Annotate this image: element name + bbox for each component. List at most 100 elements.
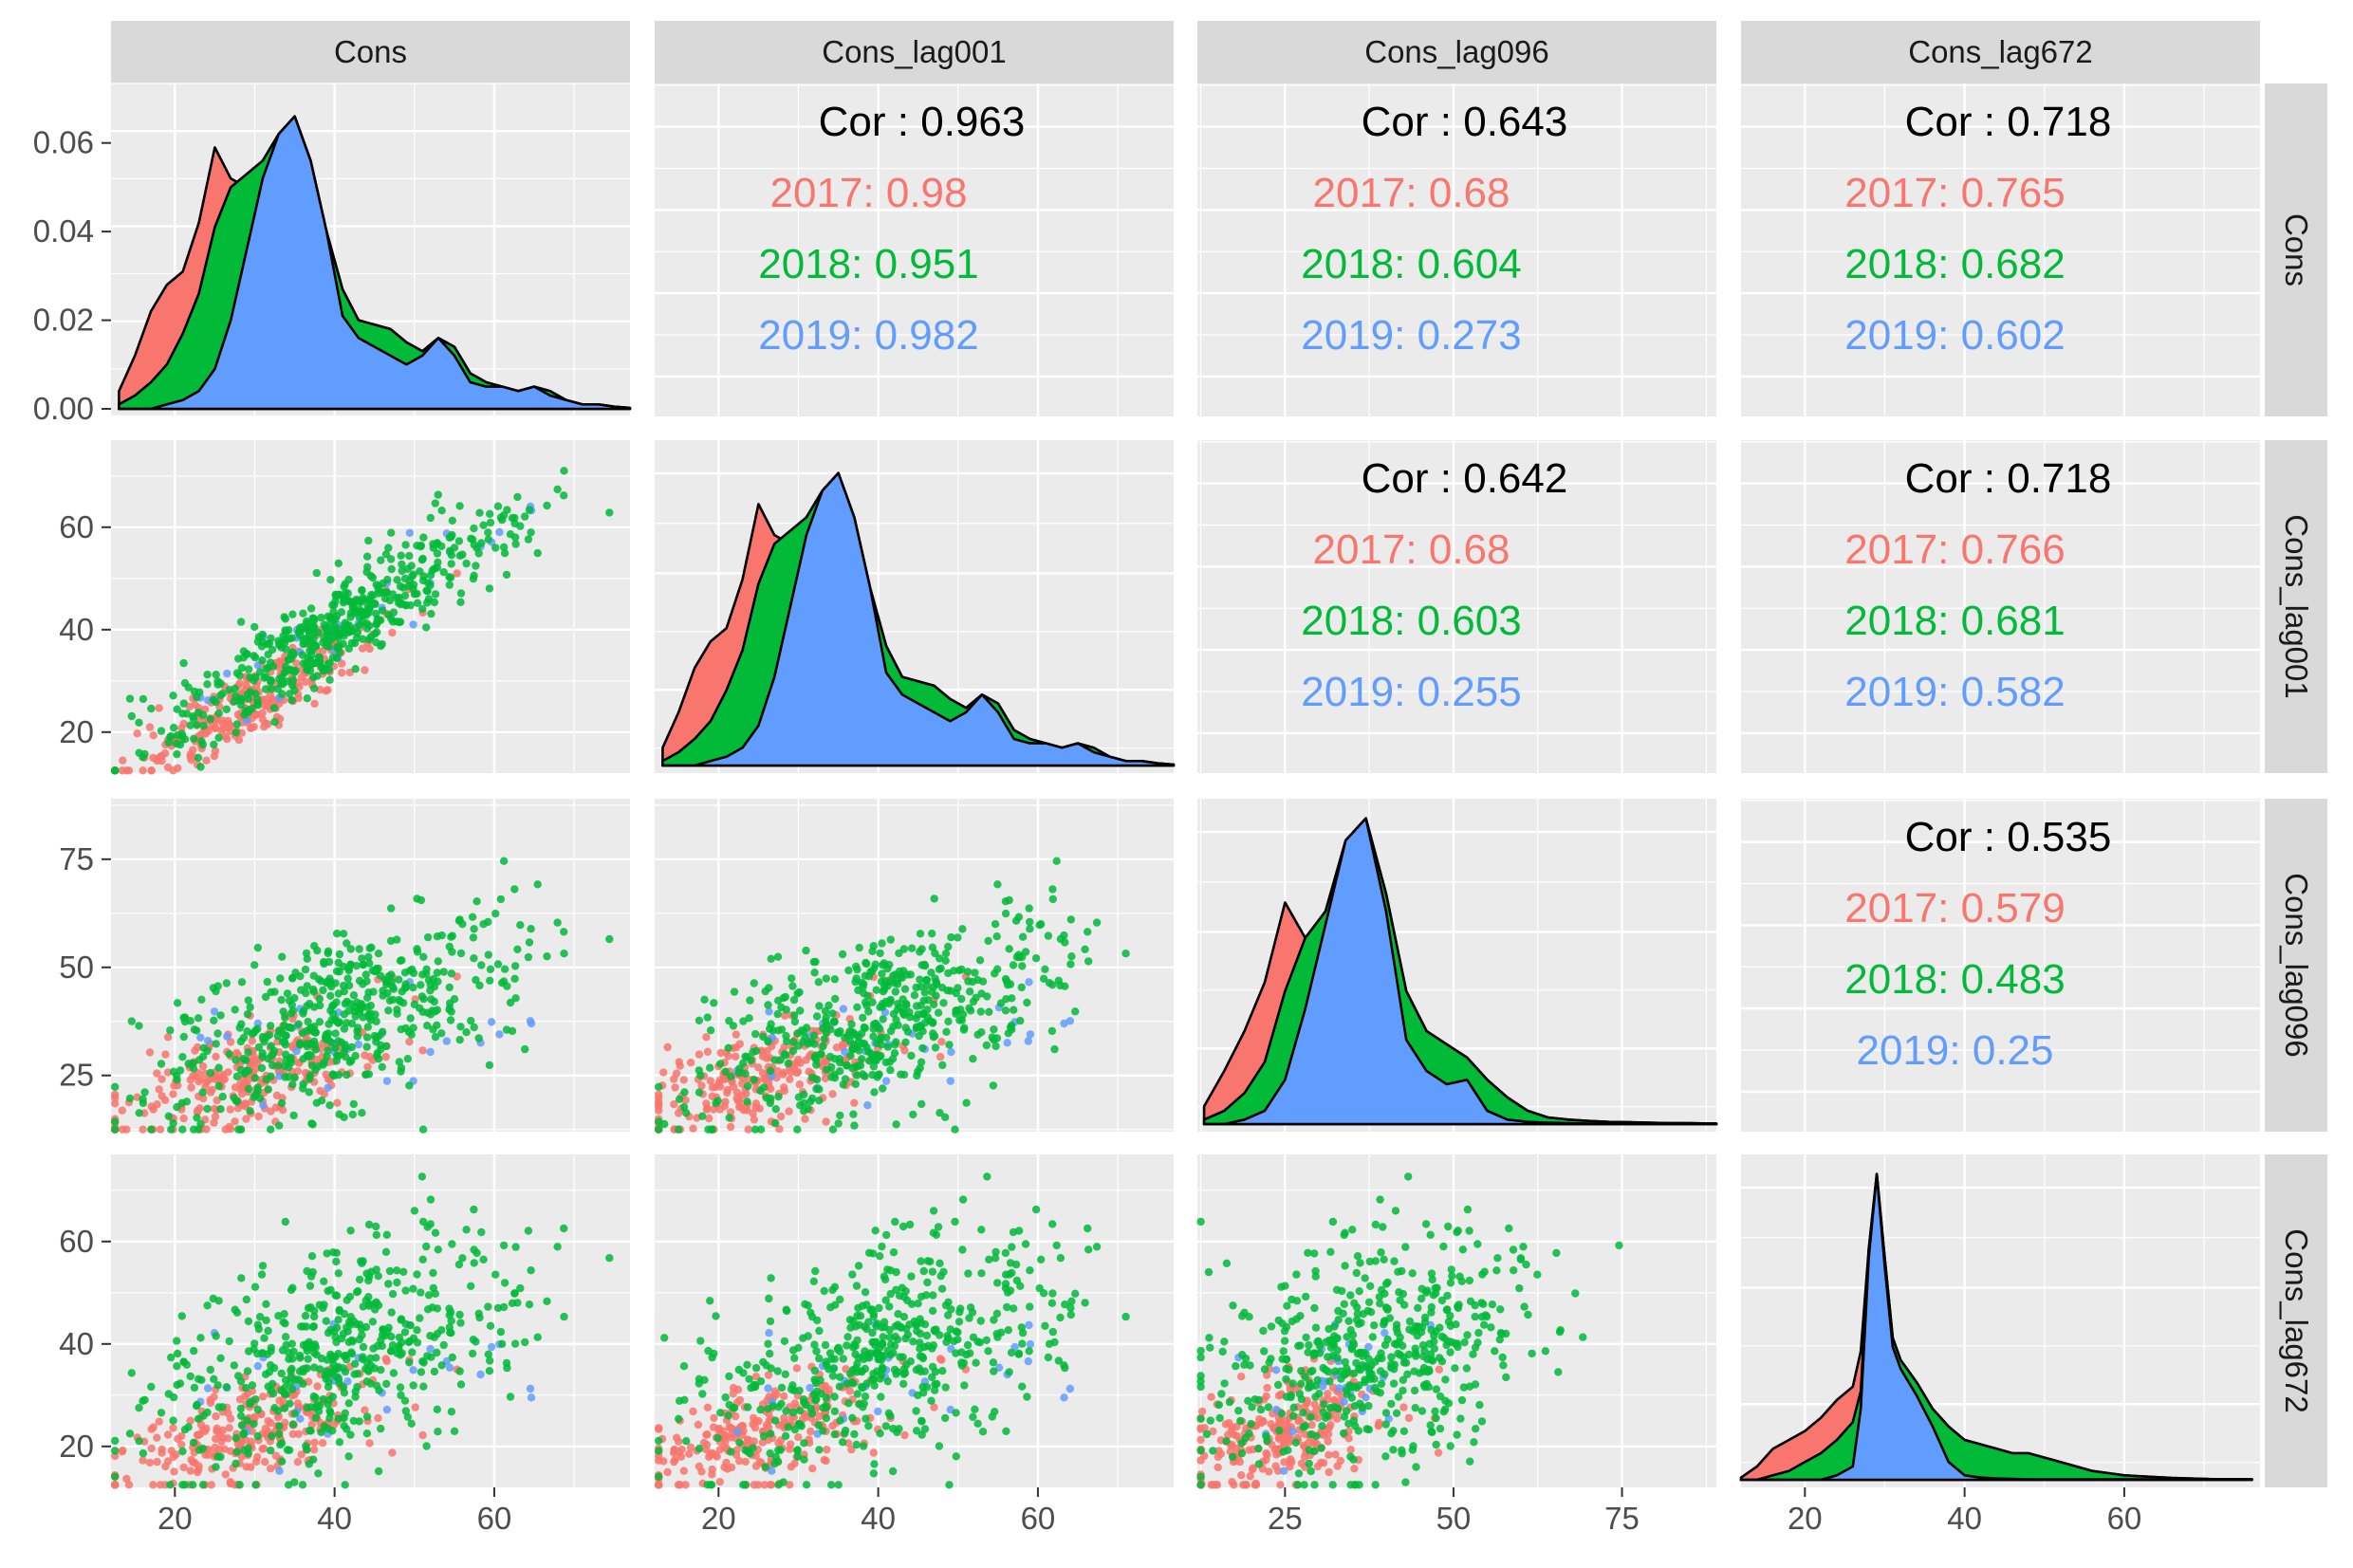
point-2018 — [812, 1084, 821, 1094]
point-2018 — [351, 1393, 360, 1401]
point-2018 — [296, 1041, 305, 1049]
point-2018 — [285, 1023, 293, 1032]
point-2018 — [282, 1031, 290, 1040]
point-2018 — [409, 1284, 417, 1293]
point-2018 — [439, 568, 448, 577]
point-2018 — [281, 1013, 289, 1023]
point-2018 — [1066, 1303, 1075, 1313]
point-2018 — [1358, 1404, 1367, 1412]
point-2018 — [907, 1051, 916, 1061]
point-2017 — [292, 659, 301, 668]
point-2018 — [315, 1018, 324, 1026]
point-2018 — [820, 1286, 828, 1296]
point-2017 — [1346, 1446, 1355, 1454]
point-2018 — [222, 1383, 231, 1392]
point-2018 — [147, 1125, 156, 1134]
point-2018 — [1510, 1266, 1518, 1275]
point-2018 — [1052, 1241, 1061, 1250]
point-2018 — [851, 1079, 860, 1089]
point-2018 — [1237, 1448, 1247, 1458]
point-2018 — [426, 1195, 435, 1204]
point-2018 — [198, 710, 208, 719]
point-2018 — [312, 1351, 321, 1359]
point-2018 — [326, 1325, 335, 1335]
point-2018 — [1579, 1333, 1587, 1341]
point-2018 — [917, 983, 925, 991]
point-2018 — [1056, 934, 1065, 944]
point-2018 — [1052, 857, 1061, 865]
point-2018 — [246, 1003, 254, 1012]
point-2018 — [431, 1033, 440, 1042]
point-2018 — [320, 1277, 328, 1286]
point-2018 — [756, 1086, 765, 1096]
point-2018 — [1463, 1205, 1473, 1214]
point-2017 — [174, 764, 182, 772]
point-2018 — [1044, 1353, 1053, 1362]
point-2018 — [912, 1002, 921, 1010]
point-2018 — [374, 950, 383, 958]
point-2018 — [362, 1033, 372, 1042]
point-2018 — [725, 1114, 733, 1122]
point-2018 — [698, 1390, 707, 1398]
point-2018 — [1387, 1399, 1396, 1409]
point-2018 — [314, 1062, 323, 1071]
point-2018 — [427, 609, 435, 618]
point-2018 — [341, 1481, 349, 1489]
point-2018 — [437, 1029, 446, 1038]
point-2017 — [293, 1067, 303, 1076]
point-2017 — [118, 1106, 126, 1115]
point-2018 — [405, 551, 414, 561]
point-2018 — [477, 539, 486, 547]
point-2018 — [882, 1230, 891, 1240]
point-2018 — [1006, 1259, 1015, 1267]
point-2018 — [1001, 1270, 1010, 1279]
point-2018 — [179, 1357, 188, 1367]
point-2018 — [328, 654, 338, 662]
point-2018 — [324, 1400, 332, 1409]
point-2017 — [155, 1417, 163, 1426]
point-2018 — [280, 1404, 289, 1412]
point-2017 — [689, 1407, 697, 1416]
point-2018 — [198, 1481, 208, 1489]
point-2018 — [856, 1312, 865, 1320]
point-2018 — [413, 948, 422, 956]
point-2018 — [397, 551, 405, 560]
point-2018 — [287, 634, 296, 642]
point-2019 — [1026, 1030, 1035, 1039]
point-2018 — [1364, 1355, 1373, 1363]
point-2018 — [418, 1125, 428, 1134]
point-2017 — [708, 1083, 717, 1092]
point-2018 — [225, 1337, 233, 1346]
point-2019 — [1362, 1393, 1370, 1402]
point-2018 — [560, 491, 568, 500]
point-2018 — [294, 1020, 303, 1028]
point-2018 — [836, 1111, 844, 1120]
point-2018 — [270, 717, 279, 727]
point-2018 — [1292, 1270, 1301, 1279]
point-2019 — [1272, 1405, 1281, 1414]
point-2018 — [793, 1446, 802, 1454]
point-2018 — [1312, 1431, 1321, 1441]
point-2018 — [983, 1172, 991, 1181]
point-2018 — [743, 1098, 751, 1106]
point-2017 — [1237, 1471, 1246, 1480]
point-2018 — [1417, 1407, 1427, 1415]
point-2018 — [952, 988, 960, 998]
point-2018 — [1009, 961, 1018, 969]
point-2018 — [310, 684, 319, 692]
correlation-2019: 2019: 0.582 — [1844, 669, 2065, 715]
point-2018 — [213, 982, 222, 990]
point-2018 — [877, 1393, 885, 1401]
point-2018 — [462, 559, 471, 568]
point-2018 — [366, 1009, 375, 1018]
point-2018 — [332, 1364, 342, 1373]
point-2017 — [161, 1462, 170, 1471]
point-2018 — [892, 1038, 900, 1046]
point-2018 — [1262, 1431, 1270, 1441]
point-2017 — [124, 1481, 134, 1489]
point-2018 — [418, 576, 428, 585]
point-2018 — [934, 1008, 943, 1017]
point-2018 — [299, 659, 308, 668]
point-2018 — [287, 1366, 295, 1375]
point-2018 — [852, 974, 861, 983]
